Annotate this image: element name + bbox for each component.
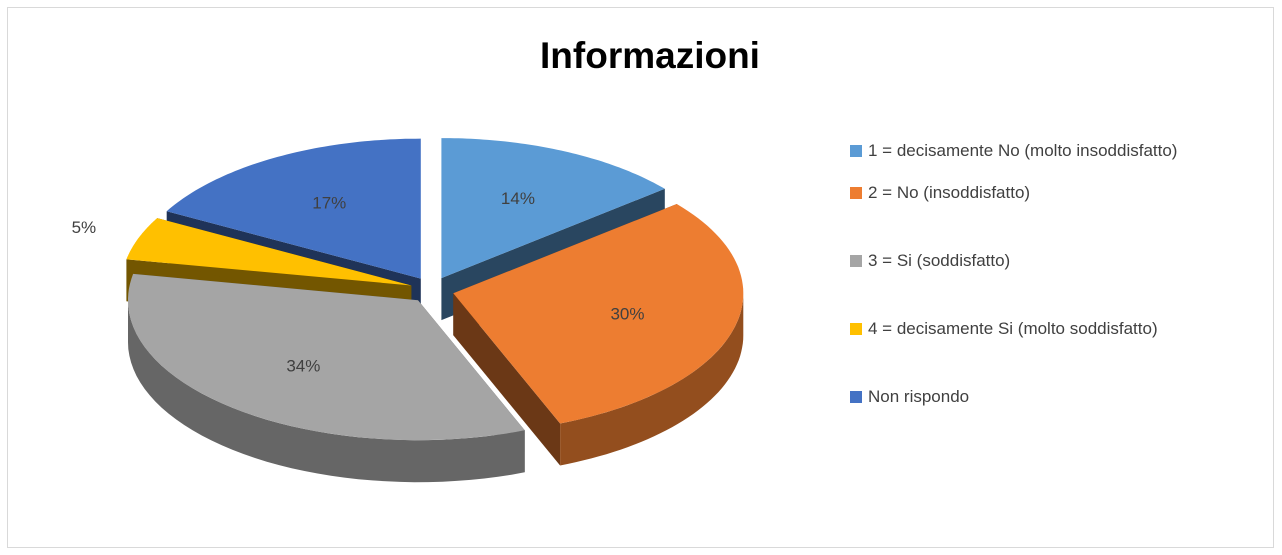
chart-title: Informazioni — [540, 35, 760, 76]
legend: 1 = decisamente No (molto insoddisfatto)… — [850, 138, 1260, 452]
legend-item: 4 = decisamente Si (molto soddisfatto) — [850, 316, 1253, 342]
slice-top — [453, 204, 744, 424]
legend-label: 2 = No (insoddisfatto) — [868, 183, 1031, 202]
legend-item: 1 = decisamente No (molto insoddisfatto) — [850, 138, 1253, 164]
legend-swatch — [850, 145, 862, 157]
slice-wall — [128, 300, 525, 483]
legend-swatch — [850, 323, 862, 335]
legend-label: Non rispondo — [868, 387, 970, 406]
slice-top — [128, 273, 525, 441]
slice-top — [126, 218, 412, 286]
slice-wall — [560, 293, 744, 466]
legend-swatch — [850, 255, 862, 267]
data-label: 17% — [312, 193, 346, 212]
legend-label: 3 = Si (soddisfatto) — [868, 251, 1011, 270]
data-label: 30% — [610, 304, 644, 323]
legend-item: 3 = Si (soddisfatto) — [850, 248, 1253, 274]
slice — [453, 204, 744, 466]
pie: 14% 30% 34% 5% 17% — [72, 138, 744, 483]
data-label: 5% — [72, 218, 97, 237]
slice — [128, 273, 525, 483]
data-label: 34% — [286, 357, 320, 376]
legend-swatch — [850, 187, 862, 199]
data-label: 14% — [501, 189, 535, 208]
legend-item: 2 = No (insoddisfatto) — [850, 180, 1253, 206]
slice-side — [453, 293, 561, 466]
slice-top — [166, 138, 421, 279]
legend-label: 1 = decisamente No (molto insoddisfatto) — [868, 141, 1178, 160]
legend-label: 4 = decisamente Si (molto soddisfatto) — [868, 319, 1158, 338]
legend-item: Non rispondo — [850, 384, 1253, 410]
slice-top — [441, 138, 665, 279]
legend-swatch — [850, 391, 862, 403]
